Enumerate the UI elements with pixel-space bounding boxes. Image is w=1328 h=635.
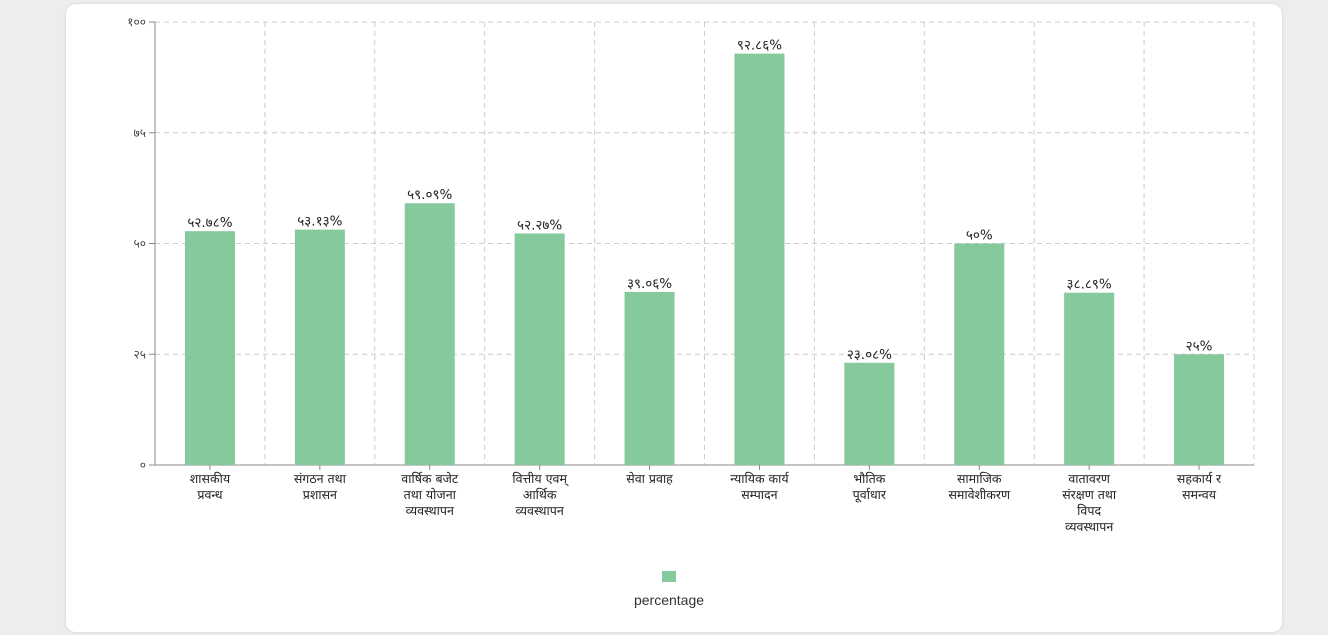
x-tick-label-line: प्रशासन (303, 487, 338, 502)
x-tick-label-line: न्यायिक कार्य (730, 471, 789, 486)
x-tick-label-line: वित्तीय एवम् (512, 471, 569, 487)
legend-swatch (662, 571, 676, 582)
x-tick-label-line: वार्षिक बजेट (401, 471, 459, 486)
x-tick-label: सहकार्य र समन्वय (1177, 471, 1222, 502)
bar (514, 233, 565, 465)
x-tick-label: सामाजिक समावेशीकरण (948, 471, 1011, 502)
x-tick-label: वित्तीय एवम् आर्थिक व्यवस्थापन (512, 471, 569, 518)
bar (624, 291, 675, 465)
y-tick-label: २५ (134, 347, 146, 361)
x-tick-label-line: सेवा प्रवाह (626, 471, 673, 486)
data-label: ५९.०९% (407, 187, 452, 203)
x-tick-label-line: व्यवस्थापन (406, 503, 455, 518)
bar (1064, 292, 1115, 465)
x-tick-label-line: पूर्वाधार (853, 487, 887, 503)
x-tick-label-line: विपद (1077, 503, 1101, 518)
x-tick-label-line: व्यवस्थापन (515, 503, 564, 518)
x-tick-label-line: आर्थिक (523, 487, 557, 502)
x-tick-label-line: प्रवन्ध (197, 487, 223, 502)
bar (844, 362, 895, 465)
bar (734, 53, 785, 466)
data-label: ५२.७८% (187, 215, 232, 231)
x-tick-label-line: वातावरण (1068, 471, 1111, 486)
data-label: ५३.१३% (297, 214, 342, 230)
y-tick-label: १०० (127, 15, 146, 29)
bar (1174, 354, 1225, 465)
data-label: २५% (1186, 338, 1213, 354)
x-tick-label: सेवा प्रवाह (626, 471, 673, 486)
y-tick-label: ५० (134, 237, 146, 251)
bar (954, 243, 1005, 465)
x-tick-label-line: भौतिक (853, 471, 885, 486)
legend-label: percentage (634, 592, 704, 608)
x-tick-label-line: सामाजिक (957, 471, 1002, 486)
data-label: ९२.८६% (737, 38, 782, 54)
x-tick-label-line: तथा योजना (404, 487, 457, 502)
data-label: ३८.८९% (1067, 277, 1112, 293)
x-tick-label: वातावरण संरक्षण तथा विपद व्यवस्थापन (1062, 471, 1117, 534)
x-tick-label: वार्षिक बजेट तथा योजना व्यवस्थापन (401, 471, 459, 518)
x-tick-label: संगठन तथा प्रशासन (294, 471, 347, 502)
x-tick-label-line: शासकीय (190, 471, 231, 486)
data-label: ५२.२७% (517, 217, 562, 233)
x-tick-label: भौतिक पूर्वाधार (853, 471, 887, 503)
x-tick-label-line: सहकार्य र (1177, 471, 1222, 486)
x-tick-label-line: समावेशीकरण (948, 487, 1011, 502)
bar (404, 203, 455, 465)
data-label: २३.०८% (847, 347, 892, 363)
x-tick-label: न्यायिक कार्य सम्पादन (730, 471, 789, 502)
data-label: ३९.०६% (627, 276, 672, 292)
x-tick-label-line: समन्वय (1182, 487, 1217, 502)
x-tick-label-line: संरक्षण तथा (1062, 487, 1117, 502)
bar (294, 229, 345, 465)
y-tick-label: ७५ (134, 126, 146, 140)
x-tick-label-line: संगठन तथा (294, 471, 347, 486)
x-tick-label: शासकीय प्रवन्ध (190, 471, 231, 502)
data-label: ५०% (966, 228, 993, 244)
x-tick-label-line: सम्पादन (741, 487, 778, 502)
y-tick-label: ० (140, 458, 146, 472)
bar (184, 231, 235, 465)
x-tick-label-line: व्यवस्थापन (1065, 519, 1114, 534)
